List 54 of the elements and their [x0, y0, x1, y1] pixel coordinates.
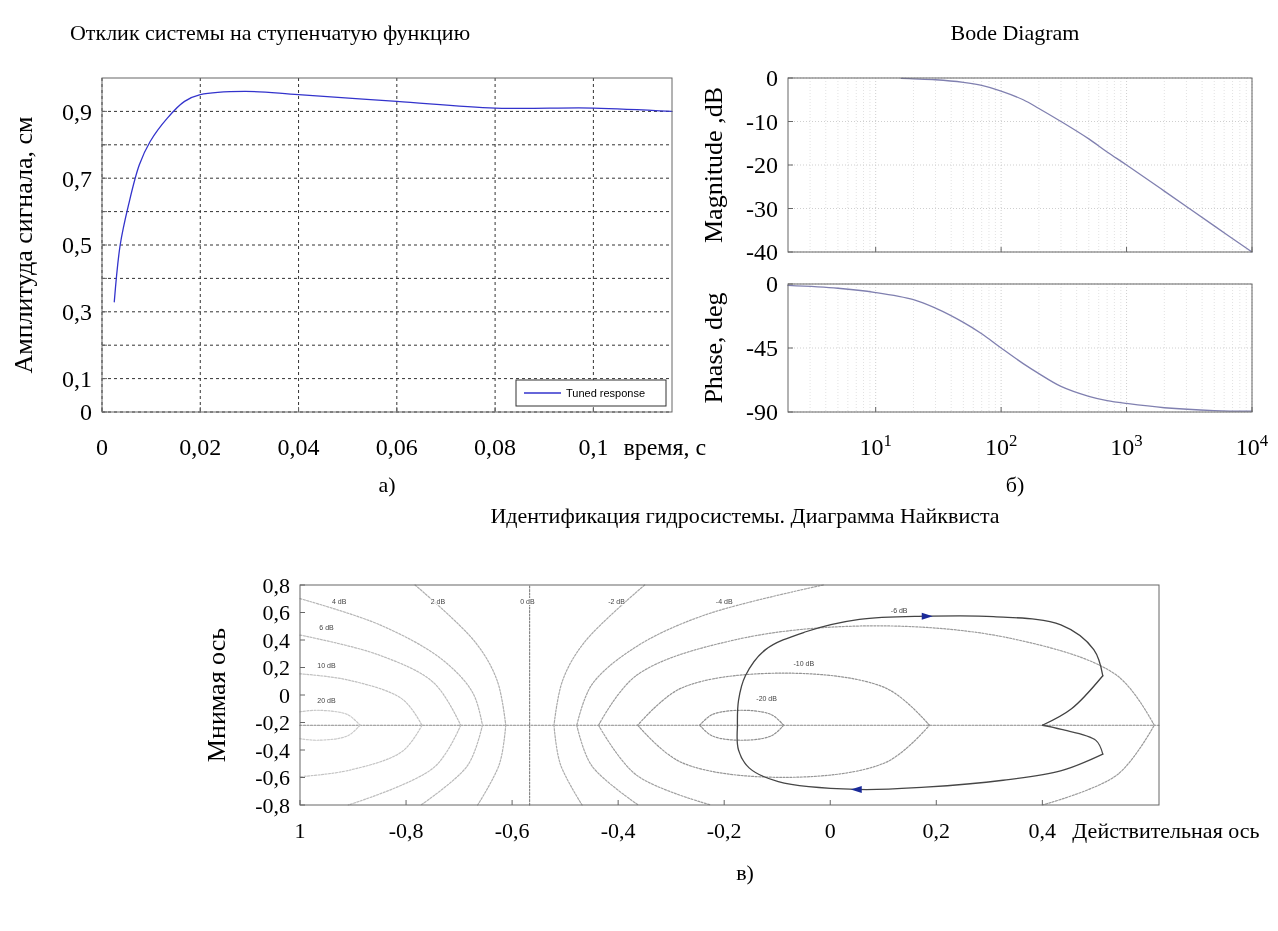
- x-tick-label: 10$^{2}$: [984, 430, 1018, 460]
- y-tick-label: -30: [746, 195, 778, 222]
- x-tick-label: 0,06: [375, 434, 418, 460]
- y-axis-title: Амплитуда сигнала, см: [9, 116, 38, 374]
- x-tick-label: 10$^{1}$: [859, 430, 892, 460]
- y-tick-label: 0: [279, 682, 290, 708]
- x-tick-label: 0,1: [578, 434, 609, 460]
- y-tick-label: -20: [746, 152, 778, 179]
- x-tick-label: 0,2: [922, 818, 951, 843]
- y-tick-label: 0,8: [262, 572, 290, 598]
- x-tick-label: 0,08: [474, 434, 517, 460]
- chart-title: Отклик системы на ступенчатую функцию: [69, 20, 471, 45]
- chart-title: Bode Diagram: [950, 20, 1080, 45]
- y-tick-label: 0: [80, 399, 92, 426]
- x-axis-title: время, с: [623, 434, 707, 460]
- y-tick-label: 0,5: [62, 232, 92, 259]
- y-axis-title: Magnitude ,dB: [699, 87, 728, 243]
- x-axis-title: Действительная ось: [1072, 818, 1260, 843]
- y-axis-title: Phase, deg: [699, 292, 728, 404]
- x-tick-label: 0,04: [277, 434, 320, 460]
- y-tick-label: 0,4: [262, 627, 290, 653]
- y-axis-title: Мнимая ось: [202, 627, 231, 763]
- text: б): [1005, 472, 1025, 497]
- chart-title: Идентификация гидросистемы. Диаграмма Найквиста: [490, 503, 1000, 528]
- y-tick-label: -45: [746, 335, 778, 362]
- y-tick-label: -0,2: [255, 710, 290, 736]
- x-tick-label: -0,8: [388, 818, 424, 843]
- x-tick-label: 10$^{4}$: [1235, 430, 1269, 460]
- x-tick-label: -0,2: [706, 818, 742, 843]
- y-tick-label: 0: [766, 65, 778, 92]
- y-tick-label: -0,6: [255, 765, 290, 791]
- x-tick-label: 0,02: [179, 434, 222, 460]
- text: в): [736, 860, 754, 885]
- y-tick-label: 0,7: [62, 165, 92, 192]
- y-tick-label: -10: [746, 108, 778, 135]
- y-tick-label: 0,2: [262, 655, 290, 681]
- y-tick-label: -40: [746, 239, 778, 266]
- x-tick-label: 0: [96, 434, 108, 460]
- x-tick-label: 0,4: [1028, 818, 1057, 843]
- y-tick-label: 0,9: [62, 98, 92, 125]
- x-tick-label: 0: [824, 818, 836, 843]
- legend-label: Tuned response: [566, 387, 646, 399]
- y-tick-label: -0,8: [255, 792, 290, 818]
- y-tick-label: 0,3: [62, 299, 92, 326]
- x-tick-label: 1: [294, 818, 306, 843]
- text: а): [378, 472, 396, 497]
- x-tick-label: -0,4: [600, 818, 636, 843]
- x-tick-label: 10$^{3}$: [1110, 430, 1143, 460]
- y-tick-label: -90: [746, 399, 778, 426]
- y-tick-label: -0,4: [255, 737, 290, 763]
- y-tick-label: 0: [766, 271, 778, 298]
- y-tick-label: 0,6: [262, 600, 290, 626]
- x-tick-label: -0,6: [494, 818, 530, 843]
- y-tick-label: 0,1: [62, 366, 92, 392]
